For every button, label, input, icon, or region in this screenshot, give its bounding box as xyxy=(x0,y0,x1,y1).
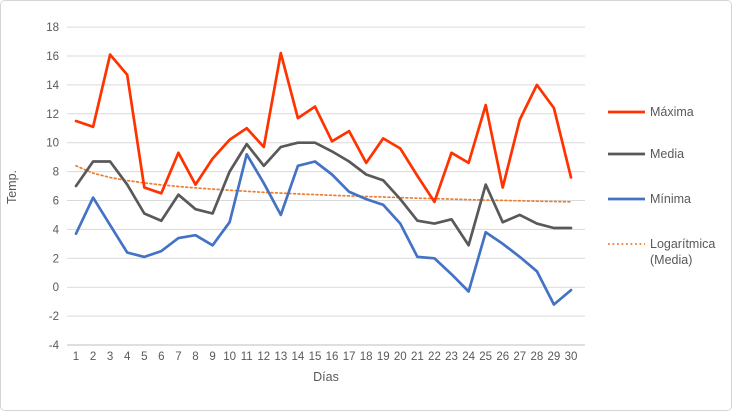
y-axis-tick-label: -2 xyxy=(49,311,59,323)
x-axis-tick-label: 27 xyxy=(513,351,526,363)
x-axis-tick-label: 19 xyxy=(377,351,390,363)
series-line-media xyxy=(74,141,573,247)
legend-label-media: Media xyxy=(650,147,684,161)
y-axis-tick-label: 16 xyxy=(46,51,59,63)
x-axis-tick-label: 8 xyxy=(192,351,198,363)
y-axis-tick-label: 10 xyxy=(46,138,59,150)
x-axis-tick-label: 7 xyxy=(175,351,181,363)
y-axis-tick-label: 8 xyxy=(53,167,59,179)
x-axis-tick-label: 12 xyxy=(257,351,270,363)
x-axis-tick-label: 14 xyxy=(291,351,304,363)
y-axis-tick-label: 0 xyxy=(53,282,59,294)
x-axis-tick-label: 15 xyxy=(309,351,322,363)
x-axis-tick-label: 23 xyxy=(445,351,458,363)
legend-item-trendline-logaritmica: Logarítmica (Media) xyxy=(608,237,715,267)
x-axis-tick-label: 28 xyxy=(530,351,543,363)
x-axis-tick-label: 29 xyxy=(548,351,561,363)
series-line-maxima xyxy=(74,51,573,204)
x-axis-tick-label: 22 xyxy=(428,351,441,363)
x-axis-tick-label: 20 xyxy=(394,351,407,363)
x-axis-tick-label: 30 xyxy=(565,351,578,363)
x-axis-tick-label: 18 xyxy=(360,351,373,363)
x-axis-tick-label: 2 xyxy=(90,351,96,363)
series-line-minima xyxy=(74,152,573,306)
x-axis-tick-label: 26 xyxy=(496,351,509,363)
y-axis-tick-label: 14 xyxy=(46,80,59,92)
y-axis-tick-label: 4 xyxy=(53,224,60,236)
legend-label-trendline-logaritmica: Logarítmica xyxy=(650,237,715,251)
trendline-logaritmica xyxy=(75,164,572,203)
x-axis-ticks: 1 2 3 4 5 6 7 8 9 10 11 12 13 14 15 16 17 18 19 20 21 22 23 24 2… xyxy=(73,351,578,363)
x-axis-tick-label: 13 xyxy=(274,351,287,363)
y-axis-tick-label: 6 xyxy=(53,196,59,208)
x-axis-tick-label: 25 xyxy=(479,351,492,363)
y-axis-ticks: 18 16 14 12 10 8 6 4 2 0 -2 -4 xyxy=(46,22,59,352)
x-axis-tick-label: 9 xyxy=(209,351,215,363)
x-axis-title: Días xyxy=(313,370,339,384)
legend-item-media: Media xyxy=(608,147,684,161)
x-axis-tick-label: 17 xyxy=(343,351,356,363)
y-axis-tick-label: -4 xyxy=(49,340,60,352)
x-axis-tick-label: 21 xyxy=(411,351,424,363)
x-axis-tick-label: 16 xyxy=(326,351,339,363)
x-axis-tick-label: 1 xyxy=(73,351,79,363)
x-axis-tick-label: 10 xyxy=(223,351,236,363)
y-axis-tick-label: 18 xyxy=(46,22,59,34)
y-axis-tick-label: 12 xyxy=(46,109,59,121)
legend-label-minima: Mínima xyxy=(650,192,691,206)
legend-item-minima: Mínima xyxy=(608,192,691,206)
legend: Máxima Media Mínima Logarítmica (Media) xyxy=(608,105,715,267)
legend-label-maxima: Máxima xyxy=(650,105,694,119)
y-axis-title: Temp. xyxy=(5,170,19,204)
x-axis-tick-label: 11 xyxy=(241,351,253,363)
x-axis-tick-label: 3 xyxy=(107,351,113,363)
x-axis-tick-label: 24 xyxy=(462,351,475,363)
y-axis-tick-label: 2 xyxy=(53,253,59,265)
legend-item-maxima: Máxima xyxy=(608,105,694,119)
x-axis-tick-label: 5 xyxy=(141,351,147,363)
x-axis-tick-label: 6 xyxy=(158,351,164,363)
legend-label-trendline-logaritmica: (Media) xyxy=(650,253,692,267)
x-axis-tick-label: 4 xyxy=(124,351,131,363)
